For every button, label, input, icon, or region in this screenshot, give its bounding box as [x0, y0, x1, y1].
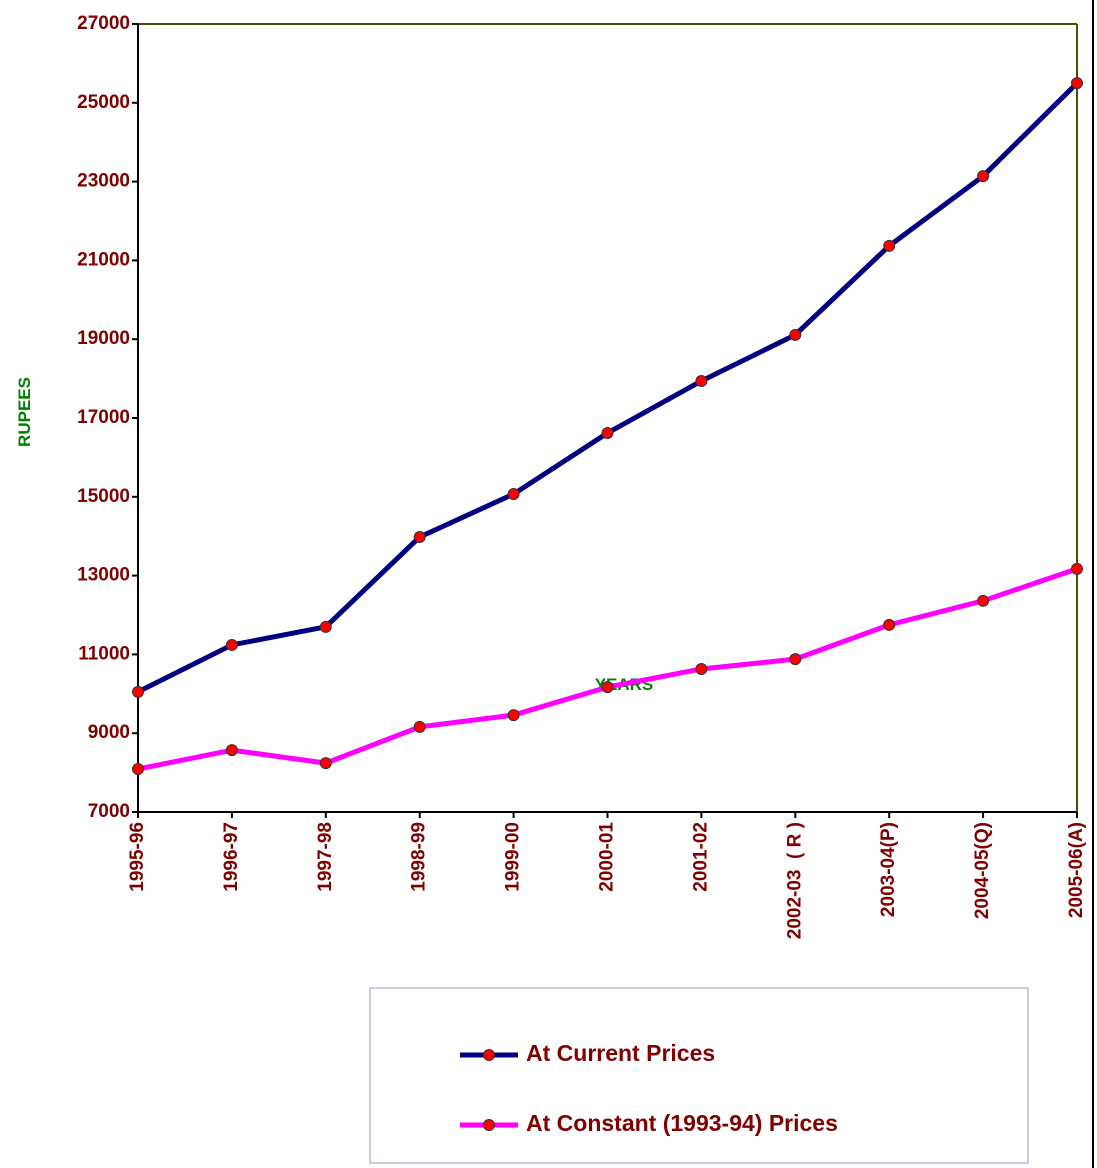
legend-label: At Constant (1993-94) Prices [526, 1110, 838, 1136]
legend-label: At Current Prices [526, 1040, 715, 1066]
data-point [601, 426, 614, 439]
data-point [319, 757, 332, 770]
y-axis-title: RUPEES [15, 377, 34, 447]
y-tick-label: 7000 [88, 801, 130, 822]
data-point [1071, 562, 1083, 575]
x-tick-label: 1998-99 [409, 822, 430, 892]
y-tick-label: 13000 [77, 565, 130, 586]
x-tick-label: 2004-05(Q) [972, 822, 993, 919]
y-tick-label: 25000 [77, 92, 130, 113]
y-tick-label: 19000 [77, 328, 130, 349]
legend [369, 987, 1029, 1164]
x-tick-label: 2000-01 [597, 822, 618, 892]
data-point [132, 763, 144, 776]
x-tick-label: 1999-00 [503, 822, 524, 892]
data-point [977, 170, 990, 183]
x-tick-label: 2003-04(P) [878, 822, 899, 917]
x-tick-label: 2002-03 ( R ) [784, 822, 805, 939]
data-point [507, 709, 520, 722]
y-tick-label: 9000 [88, 722, 130, 743]
series-line [136, 81, 1079, 695]
data-point [413, 530, 426, 543]
legend-marker [483, 1049, 495, 1061]
y-tick-label: 27000 [77, 13, 130, 34]
y-tick-label: 23000 [77, 171, 130, 192]
data-point [132, 685, 144, 698]
data-point [789, 653, 802, 666]
data-point [225, 638, 238, 651]
data-point [1071, 77, 1083, 90]
data-point [601, 681, 614, 694]
x-tick-label: 1997-98 [315, 822, 336, 892]
data-point [883, 618, 896, 631]
y-tick-label: 21000 [77, 249, 130, 270]
data-point [413, 720, 426, 733]
data-point [695, 374, 708, 387]
y-tick-label: 17000 [77, 407, 130, 428]
x-tick-label: 1996-97 [221, 822, 242, 892]
y-tick-label: 15000 [77, 486, 130, 507]
data-point [319, 620, 332, 633]
data-point [883, 239, 896, 252]
data-point [789, 328, 802, 341]
legend-marker [483, 1119, 495, 1131]
series-line [137, 566, 1078, 772]
x-tick-label: 2001-02 [690, 822, 711, 892]
y-tick-label: 11000 [78, 643, 130, 664]
x-tick-label: 2005-06(A) [1066, 822, 1087, 918]
x-tick-label: 1995-96 [127, 822, 148, 892]
data-point [507, 488, 520, 501]
data-point [695, 662, 708, 675]
data-point [225, 744, 238, 757]
data-point [977, 594, 990, 607]
